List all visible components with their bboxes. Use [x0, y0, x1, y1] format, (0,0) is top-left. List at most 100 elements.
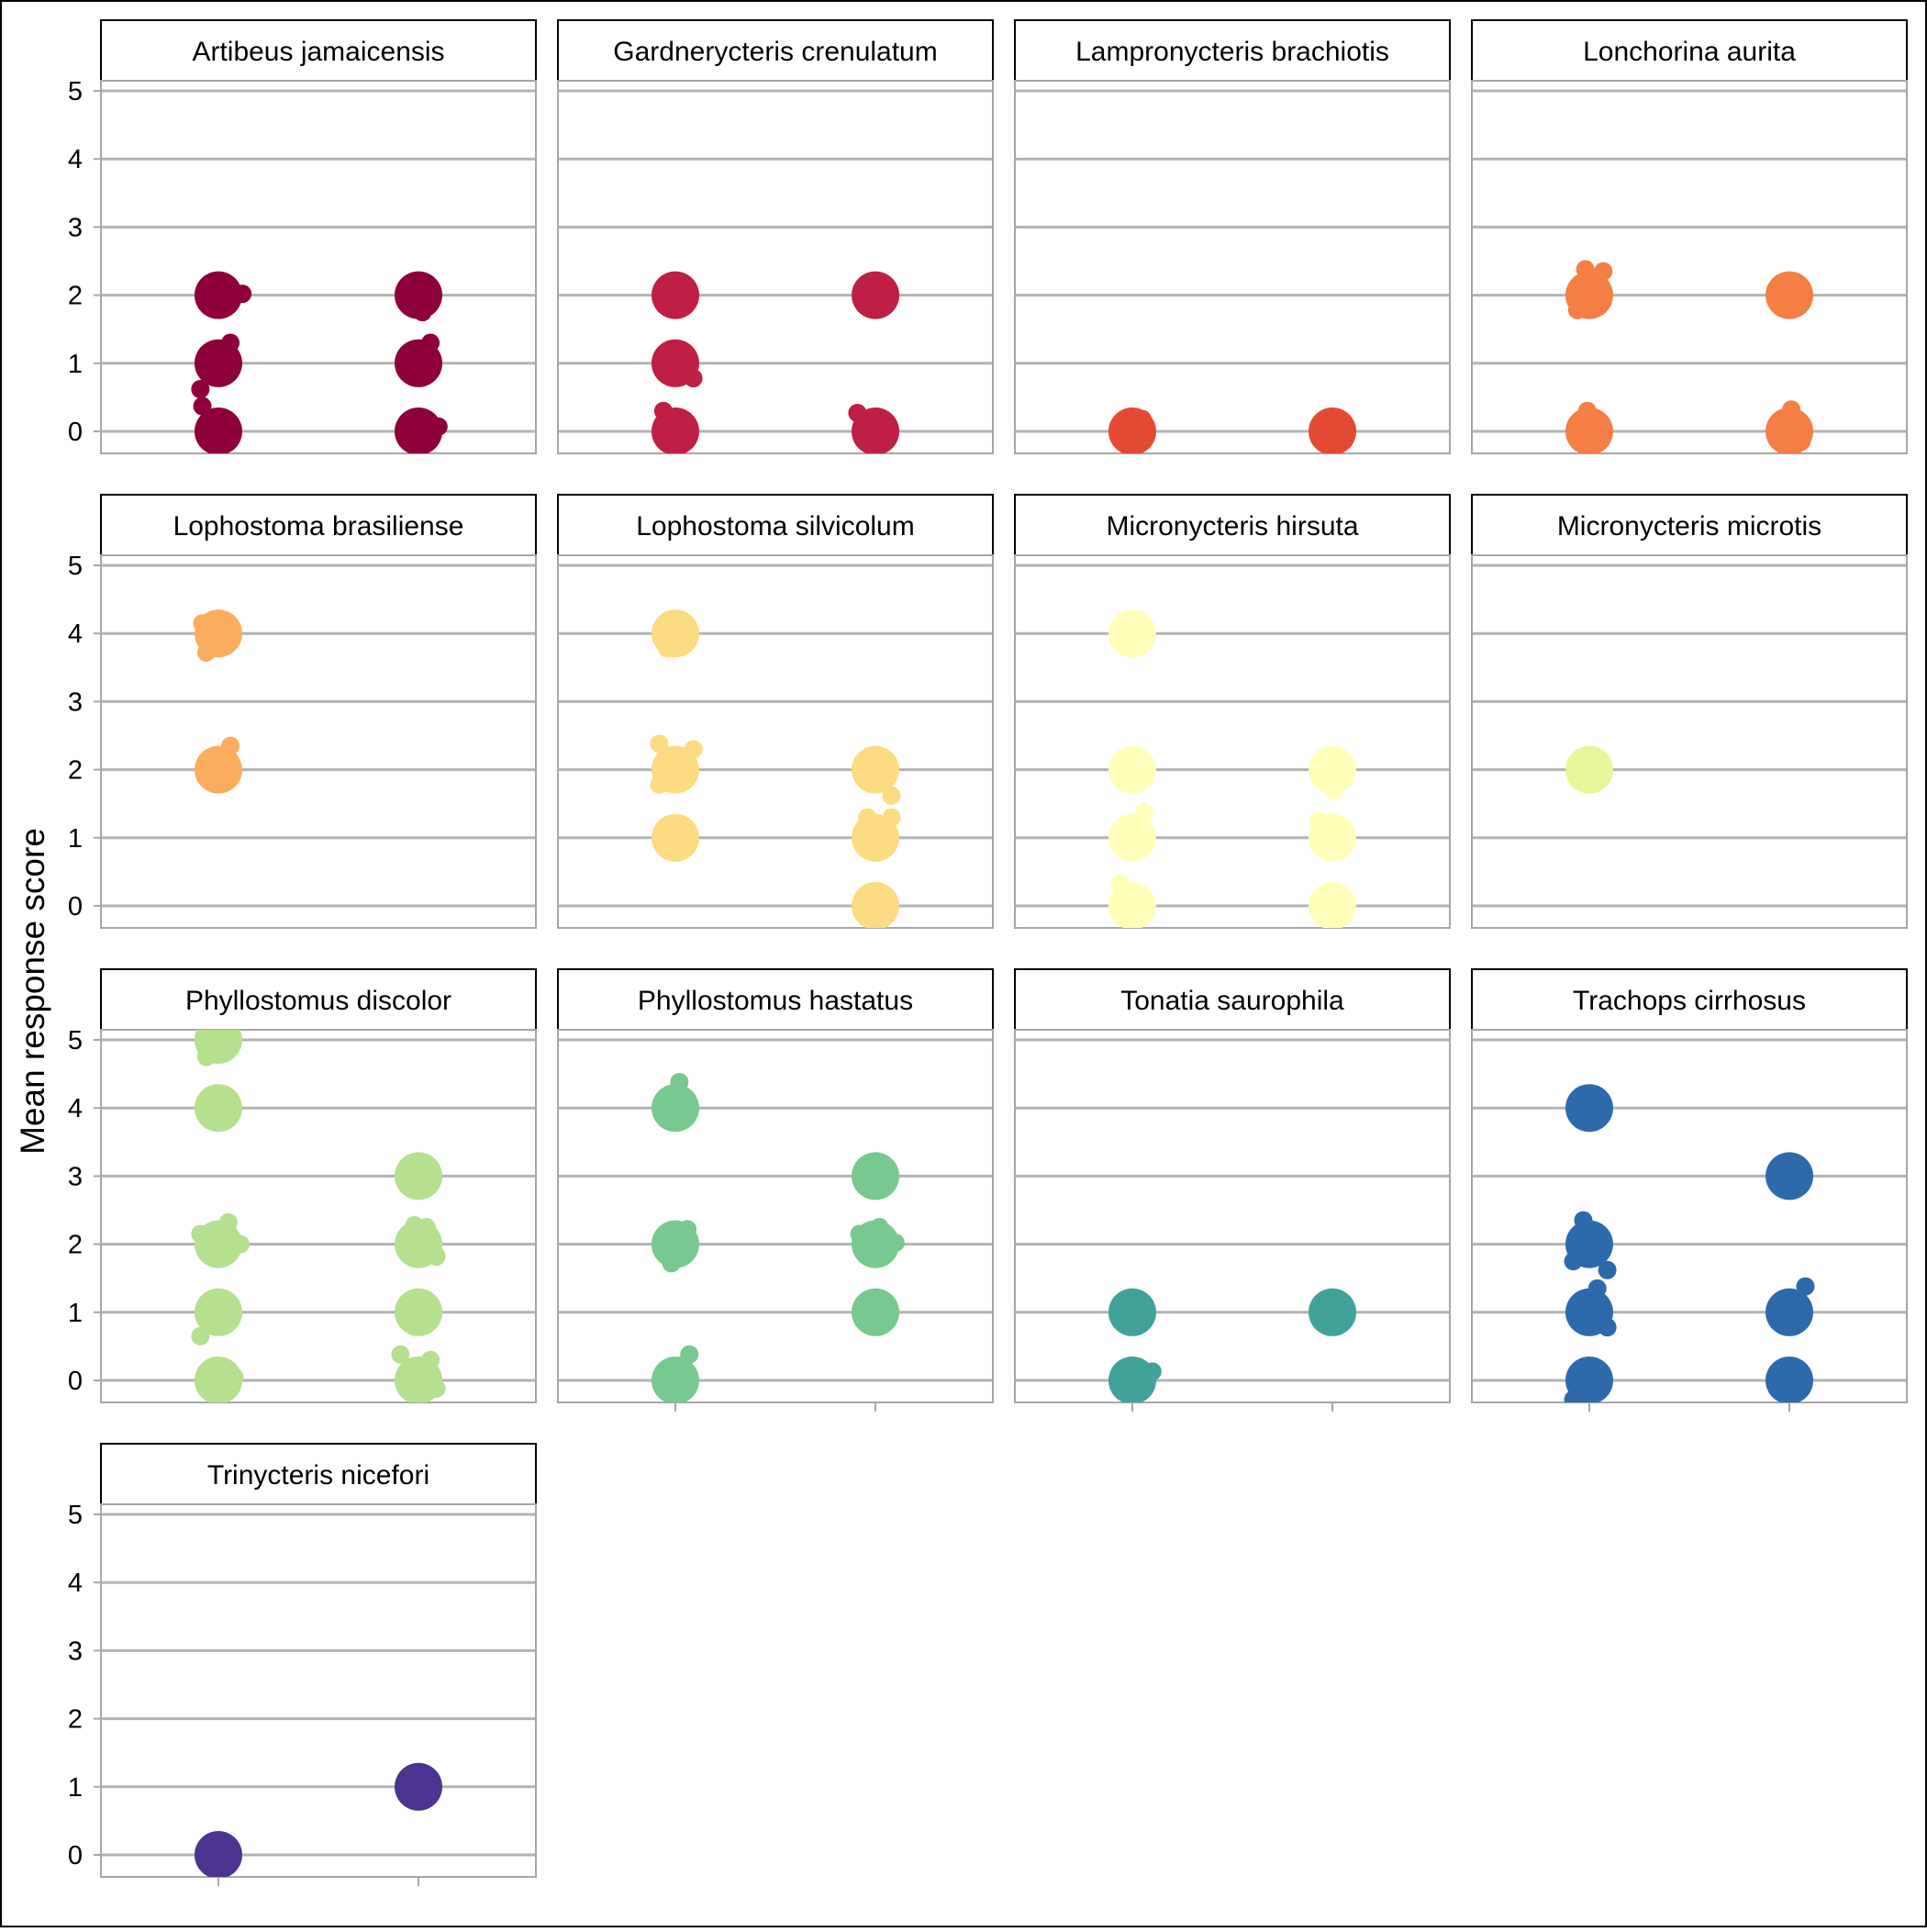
data-point — [1108, 745, 1156, 794]
data-point — [194, 609, 242, 658]
data-point — [651, 813, 699, 862]
data-point-small — [650, 734, 669, 754]
y-tick-label: 2 — [68, 282, 83, 311]
data-point-small — [1796, 1277, 1815, 1296]
facet-title: Trachops cirrhosus — [1573, 986, 1806, 1016]
panel-frame — [1471, 1029, 1908, 1403]
facet-panel: Micronycteris hirsuta — [1014, 494, 1451, 929]
data-point-small — [1598, 1260, 1617, 1279]
data-point — [1565, 745, 1613, 794]
y-tick-label: 4 — [68, 1094, 83, 1123]
data-point — [194, 339, 242, 387]
facet-strip — [1471, 494, 1908, 556]
y-tick-label: 0 — [68, 892, 83, 921]
y-tick-label: 4 — [68, 620, 83, 649]
facet-title: Lampronycteris brachiotis — [1075, 37, 1389, 67]
panel-points — [191, 271, 448, 453]
panels-layer: Artibeus jamaicensis 0 1 2 3 4 5 Gardnerycteris… — [68, 19, 1908, 1886]
data-point — [651, 609, 699, 658]
data-point — [395, 339, 443, 387]
data-point — [1565, 1288, 1613, 1336]
facet-title: Phyllostomus discolor — [185, 986, 451, 1016]
data-point — [1108, 408, 1156, 453]
data-point — [852, 1152, 900, 1201]
y-tick-label: 3 — [68, 1636, 83, 1666]
data-point — [194, 1357, 242, 1402]
data-point — [1108, 609, 1156, 658]
facet-strip — [1014, 494, 1451, 556]
facet-title: Micronycteris hirsuta — [1106, 511, 1358, 542]
facet-panel: Lophostoma brasiliense 0 1 2 3 4 5 — [68, 494, 537, 929]
data-point — [194, 1030, 242, 1064]
panel-points — [1108, 609, 1357, 928]
y-tick-label: 1 — [68, 1299, 83, 1328]
data-point-small — [191, 379, 210, 398]
panel-frame — [557, 80, 994, 454]
panel-points — [1565, 260, 1814, 453]
facet-panel: Lophostoma silvicolum — [557, 494, 994, 929]
facet-panel: Trinycteris nicefori 0 1 2 3 4 5 — [68, 1443, 537, 1886]
y-tick-label: 0 — [68, 1841, 83, 1871]
facet-strip — [557, 19, 994, 82]
data-point — [194, 745, 242, 794]
data-point — [395, 1152, 443, 1201]
facet-title: Lonchorina aurita — [1583, 37, 1796, 67]
panel-frame — [1471, 80, 1908, 454]
facet-panel: Gardnerycteris crenulatum — [557, 19, 994, 454]
data-point — [651, 339, 699, 387]
data-point — [194, 408, 242, 453]
data-point — [651, 271, 699, 319]
panel-points — [650, 609, 901, 928]
facet-strip — [557, 968, 994, 1031]
data-point-small — [882, 786, 901, 805]
y-tick-label: 5 — [68, 77, 83, 106]
facet-title: Micronycteris microtis — [1557, 511, 1821, 542]
data-point — [395, 271, 443, 319]
panel-points — [651, 1073, 905, 1402]
data-point — [1765, 408, 1814, 453]
data-point — [194, 271, 242, 319]
facet-title: Gardnerycteris crenulatum — [613, 37, 937, 67]
panel-points — [651, 271, 900, 453]
facet-panel: Phyllostomus hastatus — [557, 968, 994, 1412]
y-tick-label: 3 — [68, 687, 83, 717]
data-point — [1108, 1357, 1156, 1402]
panel-points — [1108, 408, 1357, 453]
data-point — [852, 1220, 900, 1268]
facet-strip — [100, 1443, 537, 1505]
data-point — [651, 745, 699, 794]
panel-frame — [1014, 80, 1451, 454]
y-tick-label: 4 — [68, 1569, 83, 1598]
panel-points — [1565, 745, 1613, 794]
data-point — [651, 408, 699, 453]
data-point — [1565, 1357, 1613, 1402]
y-tick-label: 1 — [68, 350, 83, 379]
facet-panel: Lampronycteris brachiotis — [1014, 19, 1451, 454]
y-tick-label: 4 — [68, 145, 83, 174]
facet-strip — [557, 494, 994, 556]
facet-panel: Artibeus jamaicensis 0 1 2 3 4 5 — [68, 19, 537, 454]
panel-frame — [1014, 1029, 1451, 1403]
data-point — [395, 1762, 443, 1811]
data-point — [395, 408, 443, 453]
panel-frame — [1471, 554, 1908, 929]
data-point — [852, 271, 900, 319]
facet-strip — [1014, 19, 1451, 82]
data-point — [395, 1220, 443, 1268]
data-point-small — [391, 1345, 410, 1364]
data-point — [395, 1357, 443, 1402]
panel-points — [193, 609, 242, 794]
facet-title: Artibeus jamaicensis — [192, 37, 444, 67]
y-tick-label: 1 — [68, 1773, 83, 1803]
data-point — [1565, 1220, 1613, 1268]
data-point — [1309, 408, 1357, 453]
data-point — [194, 1084, 242, 1133]
data-point — [1108, 813, 1156, 862]
y-tick-label: 3 — [68, 1162, 83, 1191]
facet-panel: Trachops cirrhosus — [1471, 968, 1908, 1412]
y-tick-label: 3 — [68, 213, 83, 242]
facet-strip — [100, 19, 537, 82]
data-point — [852, 745, 900, 794]
